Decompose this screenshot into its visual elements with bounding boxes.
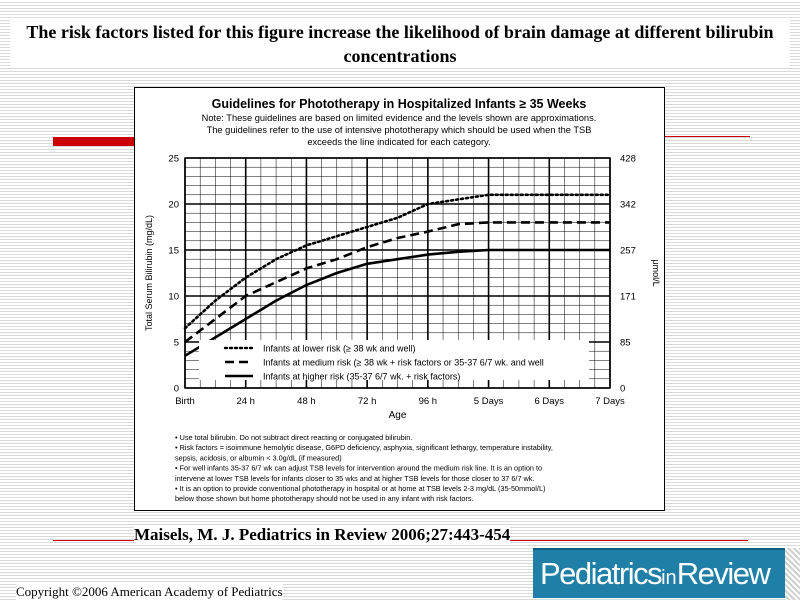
footnote-3-line-1: • For well infants 35-37 6/7 wk can adju… [175,464,542,473]
chart-note-line-3: exceeds the line indicated for each cate… [307,137,490,147]
logo-side-pattern [785,548,800,600]
y2-tick-label: 428 [620,154,636,165]
series-line-1 [183,193,612,330]
journal-logo: PediatricsinReview [533,548,785,598]
y-tick-label: 20 [168,200,179,211]
y2-tick-label: 171 [620,292,636,303]
x-tick-label: Birth [175,396,195,407]
footnote-2-line-1: • Risk factors = isoimmune hemolytic dis… [175,443,553,452]
citation: Maisels, M. J. Pediatrics in Review 2006… [134,525,511,545]
x-tick-label: 6 Days [534,396,564,407]
copyright-notice: Copyright ©2006 American Academy of Pedi… [16,584,283,600]
footnote-2-line-2: sepsis, acidosis, or albumin < 3.0g/dL (… [175,453,342,462]
footnote-4-line-2: below those shown but home phototherapy … [175,494,474,503]
y-tick-label: 15 [168,246,179,257]
logo-word-review: Review [676,556,771,591]
logo-word-pediatrics: Pediatrics [540,556,663,591]
y-tick-label: 0 [174,384,179,395]
y2-tick-label: 0 [620,384,625,395]
y2-tick-label: 342 [620,200,636,211]
chart-note-line-2: The guidelines refer to the use of inten… [207,125,592,135]
phototherapy-figure: Guidelines for Phototherapy in Hospitali… [134,87,665,511]
series-line-2 [184,221,610,344]
x-tick-label: 5 Days [474,396,504,407]
y-axis-label: Total Serum Bilirubin (mg/dL) [144,215,154,331]
chart-legend: Infants at lower risk (≥ 38 wk and well)… [199,340,589,382]
x-tick-label: 48 h [297,396,316,407]
footnote-3-line-2: intervene at lower TSB levels for infant… [175,474,534,483]
legend-label-3: Infants at higher risk (35-37 6/7 wk. + … [263,372,460,382]
series-line-3 [184,248,610,357]
y-tick-label: 5 [174,338,179,349]
x-tick-label: 24 h [236,396,255,407]
x-tick-label: 7 Days [595,396,625,407]
plot-frame [184,157,611,389]
y2-axis-label: μmol/L [651,259,661,286]
x-axis-label: Age [389,410,407,421]
x-tick-label: 72 h [358,396,377,407]
y-tick-label: 10 [168,292,179,303]
accent-bar [53,137,135,146]
legend-label-1: Infants at lower risk (≥ 38 wk and well) [263,344,416,354]
plot-tick-labels: 0 5 10 15 20 25 0 85 171 257 342 428 Birth 24 h 48 h 72… [168,154,635,408]
chart-note-line-1: Note: These guidelines are based on limi… [202,113,597,123]
logo-word-in: in [661,567,677,589]
chart-title: Guidelines for Phototherapy in Hospitali… [212,97,587,111]
footnote-1-line-1: • Use total bilirubin. Do not subtract d… [175,433,412,442]
y2-tick-label: 85 [620,338,631,349]
footnote-4-line-1: • It is an option to provide conventiona… [175,484,545,493]
x-tick-label: 96 h [419,396,438,407]
figure-footnotes: • Use total bilirubin. Do not subtract d… [175,433,553,503]
plot-series [183,193,612,357]
slide-title: The risk factors listed for this figure … [10,20,790,68]
y2-tick-label: 257 [620,246,636,257]
phototherapy-chart: Guidelines for Phototherapy in Hospitali… [144,97,661,503]
legend-background [199,340,589,380]
legend-label-2: Infants at medium risk (≥ 38 wk + risk f… [263,358,544,368]
y-tick-label: 25 [168,154,179,165]
